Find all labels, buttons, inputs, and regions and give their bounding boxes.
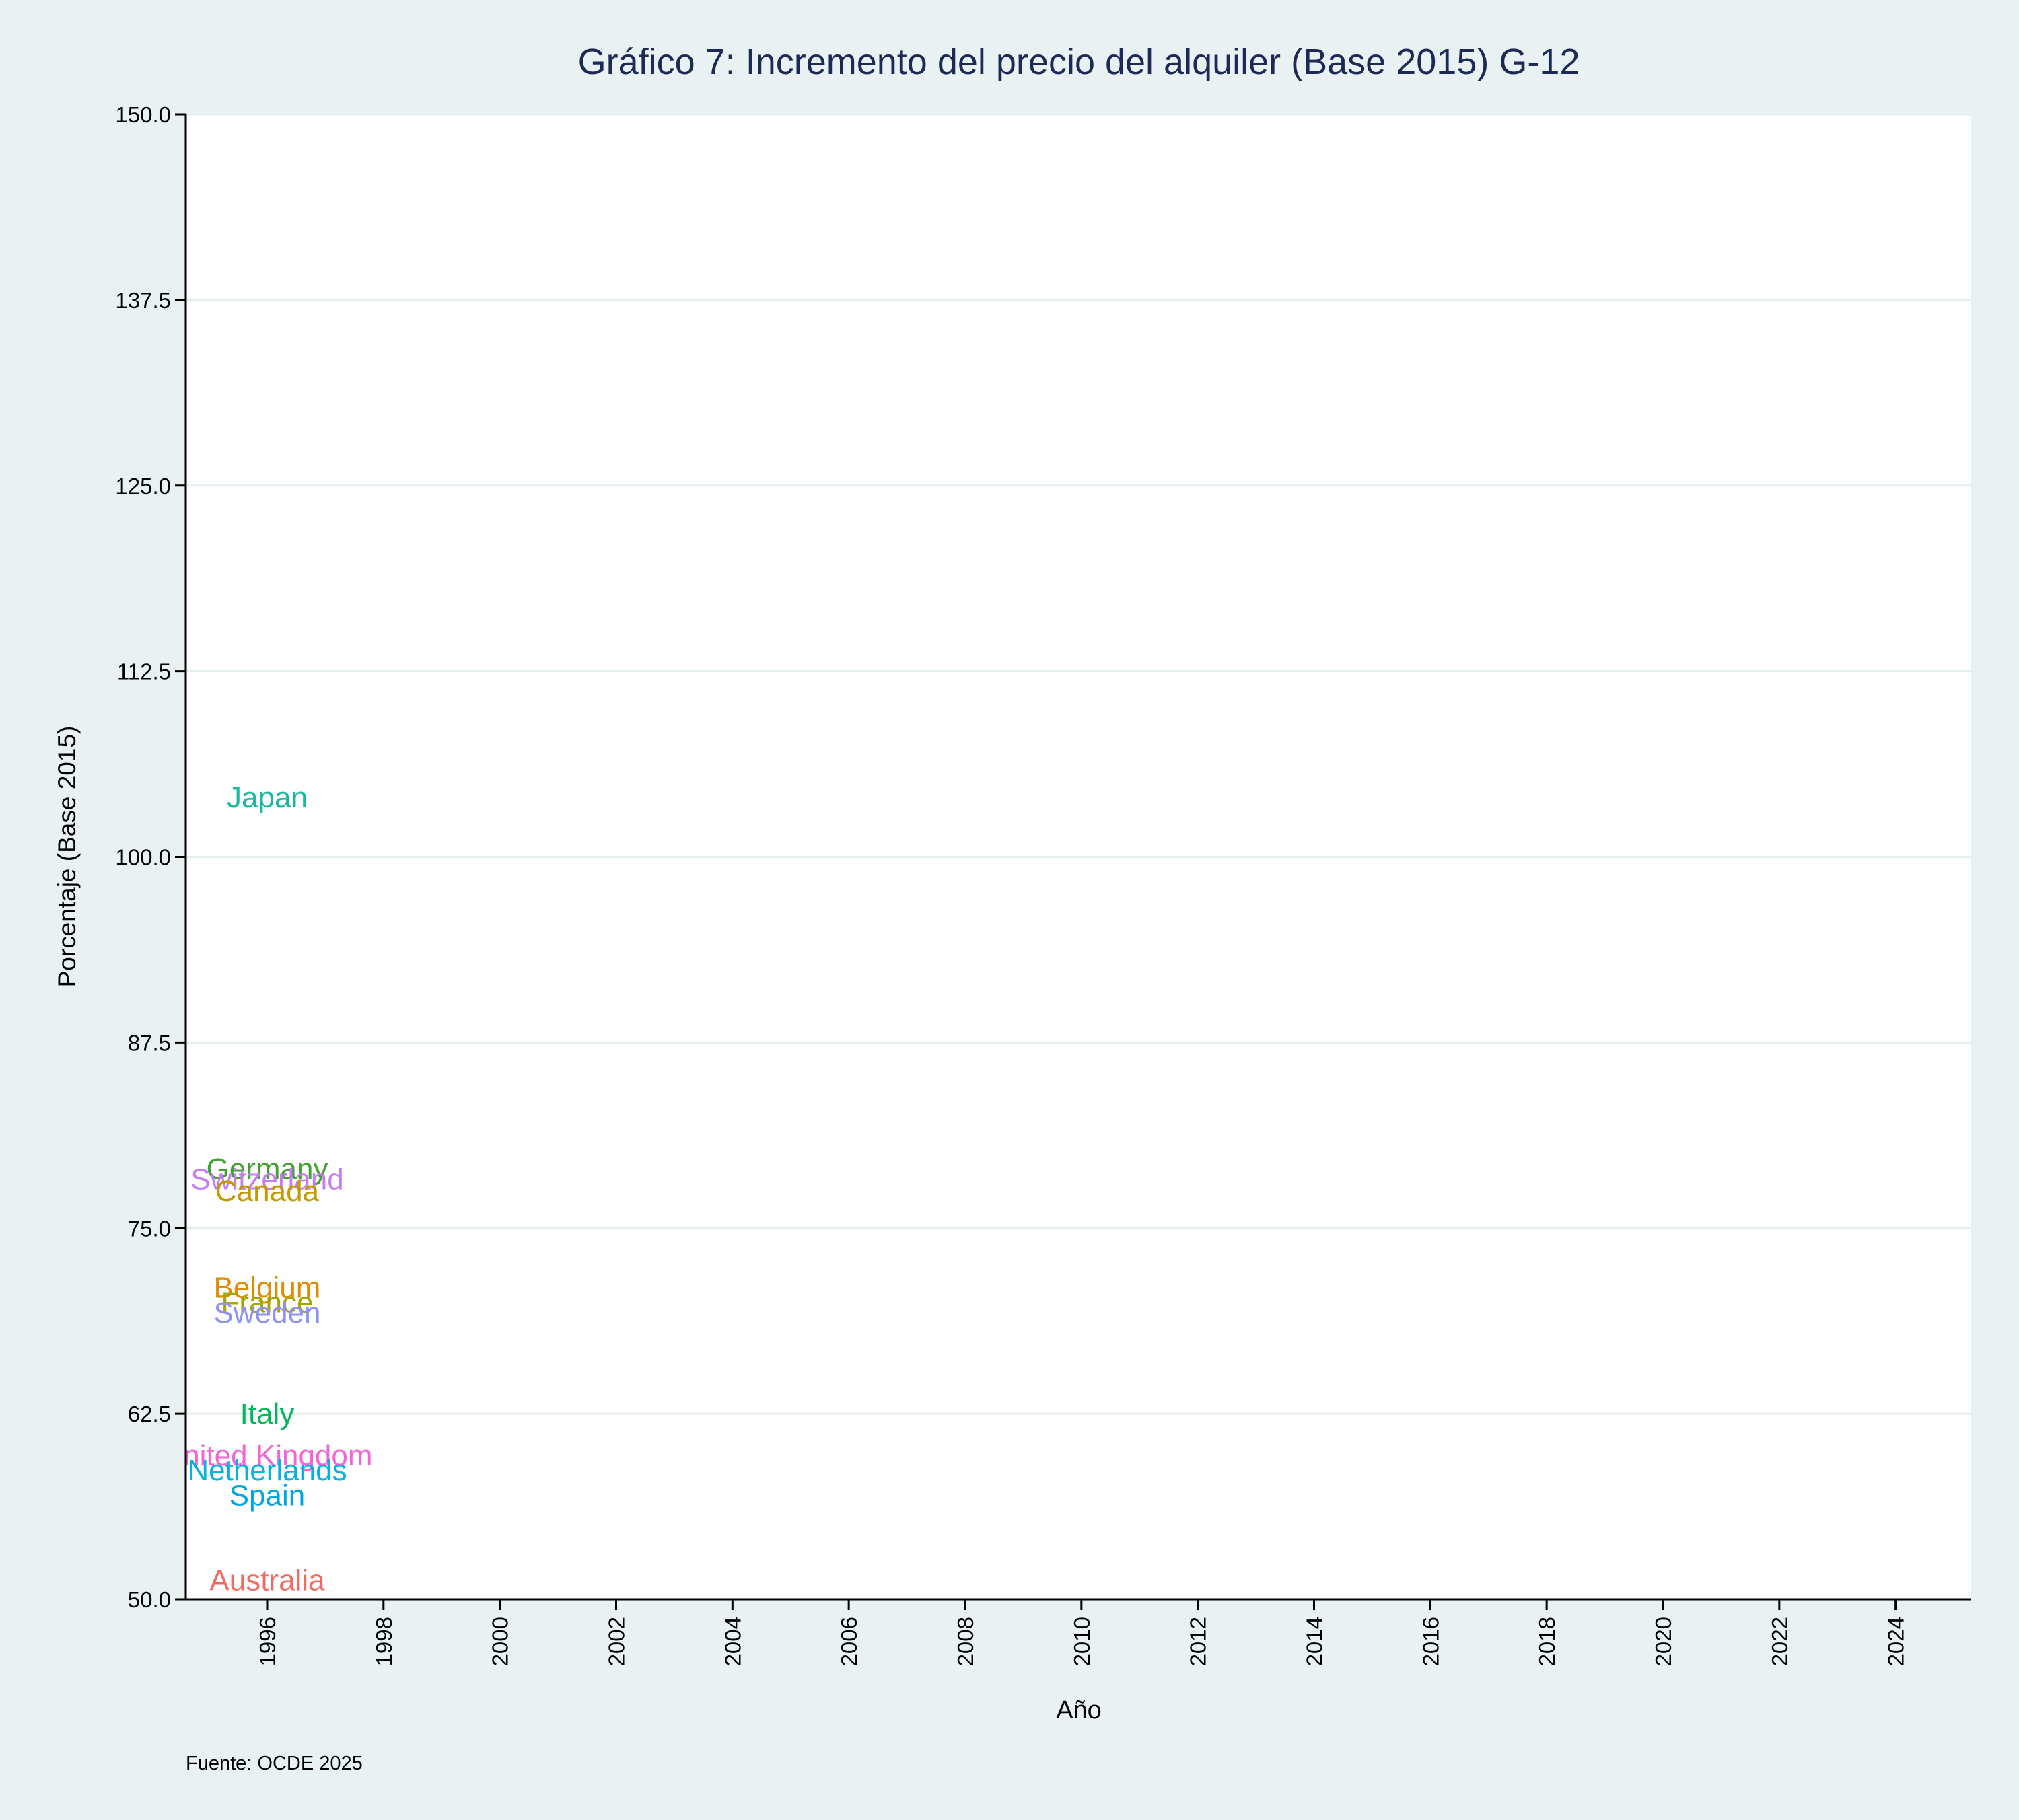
series-label-australia: Australia [209,1564,325,1597]
y-tick-label: 125.0 [115,474,171,499]
x-tick-label: 2012 [1186,1617,1211,1666]
y-tick-label: 87.5 [128,1030,171,1055]
series-label-italy: Italy [240,1397,295,1430]
y-axis-label: Porcentaje (Base 2015) [53,726,81,988]
series-label-japan: Japan [227,781,308,814]
y-tick-label: 150.0 [115,102,171,127]
series-label-switzerland: Switzerland [190,1163,343,1196]
series-label-netherlands: Netherlands [187,1454,347,1487]
x-axis-label: Año [1056,1696,1102,1724]
chart-title: Gráfico 7: Incremento del precio del alq… [578,42,1580,82]
x-axis-ticks: 1996 1998 2000 2002 2004 2006 2008 2010 2012 2014… [255,1599,1909,1666]
x-tick-label: 2008 [953,1617,978,1666]
x-tick-label: 1996 [255,1617,280,1666]
series-label-germany: Germany [207,1153,328,1186]
series-label-belgium: Belgium [213,1272,320,1305]
y-tick-label: 112.5 [117,659,171,684]
y-tick-label: 100.0 [115,845,171,870]
x-tick-label: 2020 [1651,1617,1676,1666]
y-tick-label: 50.0 [128,1587,171,1612]
x-tick-label: 2002 [604,1617,629,1666]
series-label-france: France [221,1286,314,1319]
x-tick-label: 2006 [837,1617,861,1666]
x-tick-label: 2024 [1884,1617,1909,1666]
x-tick-label: 2016 [1418,1617,1443,1666]
y-tick-label: 75.0 [128,1216,171,1241]
series-label-spain: Spain [229,1480,306,1513]
series-label-canada: Canada [215,1175,320,1208]
y-tick-label: 137.5 [115,288,171,313]
x-tick-label: 1998 [371,1617,396,1666]
source-note: Fuente: OCDE 2025 [186,1753,363,1774]
y-axis-ticks: 50.0 62.5 75.0 87.5 100.0 112.5 125.0 137.5 150.… [115,102,186,1612]
x-tick-label: 2004 [720,1617,745,1666]
x-tick-label: 2014 [1302,1617,1326,1666]
series-label-sweden: Sweden [213,1297,320,1330]
series-label-united-kingdom: United Kingdom [162,1439,372,1472]
x-tick-label: 2022 [1767,1617,1792,1666]
x-tick-label: 2018 [1534,1617,1559,1666]
x-tick-label: 2010 [1069,1617,1094,1666]
y-tick-label: 62.5 [128,1402,171,1426]
x-tick-label: 2000 [488,1617,513,1666]
